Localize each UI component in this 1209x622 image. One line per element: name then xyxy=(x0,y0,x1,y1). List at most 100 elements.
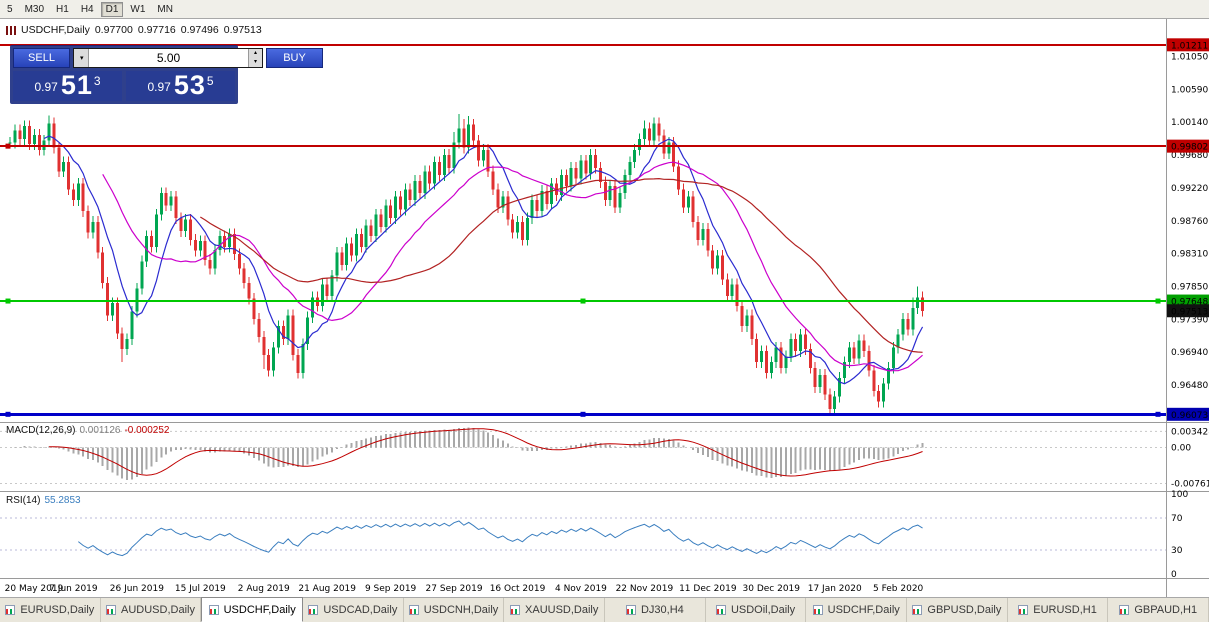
line-handle[interactable] xyxy=(1155,298,1161,304)
quote-open: 0.97700 xyxy=(94,24,133,36)
buy-price-point: 5 xyxy=(206,74,214,88)
svg-text:1.01211: 1.01211 xyxy=(1171,41,1208,51)
chart-tab-label: AUDUSD,Daily xyxy=(121,604,195,616)
chart-tab-eurusd-h1[interactable]: EURUSD,H1 xyxy=(1008,598,1109,622)
chart-tab-audusd-daily[interactable]: AUDUSD,Daily xyxy=(101,598,202,622)
chart-tab-usdchf-daily[interactable]: USDCHF,Daily xyxy=(201,597,304,622)
moving-average-40 xyxy=(200,177,923,353)
timeframe-button-h4[interactable]: H4 xyxy=(75,1,99,17)
svg-text:11 Dec 2019: 11 Dec 2019 xyxy=(679,584,737,594)
one-click-trade-panel: SELL ▾ ▴ ▾ BUY 0.97 51 3 0 xyxy=(10,45,323,104)
timeframe-button-m30[interactable]: M30 xyxy=(19,1,50,17)
timeframe-toolbar: 5 M30 H1 H4 D1 W1 MN xyxy=(0,0,1209,19)
chart-tab-dj30-h4[interactable]: DJ30,H4 xyxy=(605,598,706,622)
chart-tab-icon xyxy=(1018,605,1029,615)
chart-tab-icon xyxy=(1119,605,1130,615)
timeframe-button-h1[interactable]: H1 xyxy=(51,1,74,17)
chart-tab-usdoil-daily[interactable]: USDOil,Daily xyxy=(706,598,807,622)
price-badge-1.01211: 1.01211 xyxy=(1167,38,1209,52)
chart-tab-icon xyxy=(510,605,521,615)
svg-text:0.98760: 0.98760 xyxy=(1171,217,1208,227)
line-handle[interactable] xyxy=(580,411,586,417)
price-badge-0.99802: 0.99802 xyxy=(1167,139,1209,153)
macd-signal-line xyxy=(49,428,923,477)
quote-low: 0.97496 xyxy=(180,24,219,36)
timeframe-button-d1[interactable]: D1 xyxy=(100,1,124,17)
chart-tab-xauusd-daily[interactable]: XAUUSD,Daily xyxy=(504,598,606,622)
quote-high: 0.97716 xyxy=(137,24,176,36)
quote-close: 0.97513 xyxy=(223,24,262,36)
lot-decrease-button[interactable]: ▾ xyxy=(249,58,262,67)
sell-price-point: 3 xyxy=(93,74,101,88)
svg-text:20 May 2019: 20 May 2019 xyxy=(5,584,64,594)
chart-icon xyxy=(6,25,16,35)
macd-main-value: 0.001126 xyxy=(79,425,121,436)
chart-tab-label: USDOil,Daily xyxy=(730,604,796,616)
svg-text:26 Jun 2019: 26 Jun 2019 xyxy=(110,584,164,594)
rsi-axis-label: 30 xyxy=(1171,546,1183,556)
rsi-axis-label: 0 xyxy=(1171,570,1177,580)
moving-average-20 xyxy=(102,161,923,372)
chart-tab-eurusd-daily[interactable]: EURUSD,Daily xyxy=(0,598,101,622)
lot-size-input[interactable] xyxy=(89,49,248,67)
chart-tab-icon xyxy=(5,605,16,615)
rsi-name: RSI(14) xyxy=(6,495,41,506)
macd-axis-label: 0.003428 xyxy=(1171,427,1209,437)
price-chart-canvas[interactable]: 1.01050 1.00590 1.00140 0.99680 0.99220 0.987… xyxy=(0,19,1209,597)
chart-tab-icon xyxy=(625,605,636,615)
svg-text:0.99802: 0.99802 xyxy=(1171,143,1208,153)
timeframe-button-mn[interactable]: MN xyxy=(152,1,178,17)
chart-tab-label: GBPUSD,Daily xyxy=(927,604,1002,616)
sell-price-pips: 51 xyxy=(60,70,93,100)
svg-text:0.97850: 0.97850 xyxy=(1171,283,1208,293)
rsi-line xyxy=(78,520,923,557)
svg-text:1.01050: 1.01050 xyxy=(1171,52,1208,62)
chart-tab-usdcnh-daily[interactable]: USDCNH,Daily xyxy=(404,598,505,622)
lot-increase-button[interactable]: ▴ xyxy=(249,49,262,58)
svg-text:0.99680: 0.99680 xyxy=(1171,151,1208,161)
sell-price-display[interactable]: 0.97 51 3 xyxy=(13,71,122,101)
chart-tab-icon xyxy=(715,605,726,615)
lot-stepper: ▴ ▾ xyxy=(248,49,262,67)
line-handle[interactable] xyxy=(580,298,586,304)
svg-text:7 Jun 2019: 7 Jun 2019 xyxy=(49,584,98,594)
svg-text:0.96940: 0.96940 xyxy=(1171,348,1208,358)
timeframe-button-w1[interactable]: W1 xyxy=(125,1,151,17)
chart-tab-usdchf-daily[interactable]: USDCHF,Daily xyxy=(806,598,908,622)
chart-tab-label: USDCHF,Daily xyxy=(223,603,296,616)
chart-tab-label: USDCAD,Daily xyxy=(323,604,398,616)
price-axis[interactable]: 1.01050 1.00590 1.00140 0.99680 0.99220 0.987… xyxy=(1171,52,1208,391)
macd-indicator-label: MACD(12,26,9) 0.001126 -0.000252 xyxy=(6,425,169,436)
buy-price-prefix: 0.97 xyxy=(147,80,171,94)
candlesticks xyxy=(8,113,925,415)
chart-tab-label: USDCNH,Daily xyxy=(423,604,499,616)
chart-quote-header: USDCHF,Daily 0.97700 0.97716 0.97496 0.9… xyxy=(6,24,262,36)
sell-button[interactable]: SELL xyxy=(13,48,70,68)
svg-text:0.98310: 0.98310 xyxy=(1171,249,1208,259)
macd-name: MACD(12,26,9) xyxy=(6,425,76,436)
chart-tab-icon xyxy=(408,605,419,615)
svg-text:5 Feb 2020: 5 Feb 2020 xyxy=(873,584,924,594)
chart-tab-usdcad-daily[interactable]: USDCAD,Daily xyxy=(303,598,404,622)
timeframe-button-5[interactable]: 5 xyxy=(2,1,18,17)
panel-separators xyxy=(0,19,1209,597)
svg-text:0.96480: 0.96480 xyxy=(1171,381,1208,391)
chart-tab-label: EURUSD,Daily xyxy=(20,604,95,616)
chart-tab-icon xyxy=(106,605,117,615)
lot-dropdown-button[interactable]: ▾ xyxy=(74,49,89,67)
line-handle[interactable] xyxy=(5,143,11,149)
buy-price-display[interactable]: 0.97 53 5 xyxy=(126,71,235,101)
buy-button[interactable]: BUY xyxy=(266,48,323,68)
svg-text:1.00590: 1.00590 xyxy=(1171,85,1208,95)
line-handle[interactable] xyxy=(5,411,11,417)
chart-tab-icon xyxy=(812,605,823,615)
svg-text:2 Aug 2019: 2 Aug 2019 xyxy=(238,584,290,594)
rsi-axis-label: 70 xyxy=(1171,514,1183,524)
svg-text:4 Nov 2019: 4 Nov 2019 xyxy=(555,584,607,594)
line-handle[interactable] xyxy=(1155,411,1161,417)
chart-tab-gbpaud-h1[interactable]: GBPAUD,H1 xyxy=(1108,598,1209,622)
chart-tab-gbpusd-daily[interactable]: GBPUSD,Daily xyxy=(907,598,1008,622)
line-handle[interactable] xyxy=(5,298,11,304)
